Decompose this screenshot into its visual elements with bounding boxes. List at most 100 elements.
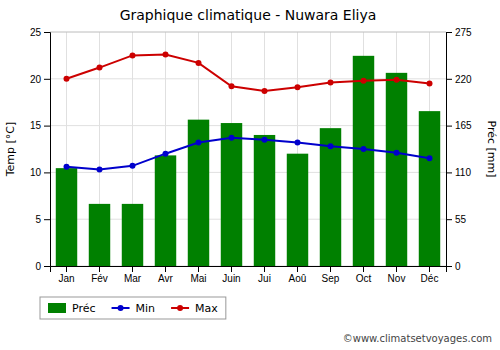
x-axis-tick: Sep <box>322 266 340 284</box>
y-axis-tick-mark <box>44 32 50 33</box>
y-axis-tick-mark <box>44 126 50 127</box>
x-axis-tick-mark <box>363 266 364 272</box>
marker <box>361 78 367 84</box>
marker <box>64 164 70 170</box>
x-axis-tick-label: Déc <box>421 273 439 284</box>
legend-label: Min <box>136 302 156 315</box>
bar <box>89 204 110 266</box>
y-axis-tick-label: 15 <box>30 120 42 131</box>
bar <box>353 56 374 266</box>
bar <box>155 155 176 266</box>
y-axis-tick-label: 25 <box>30 27 42 38</box>
x-axis-tick-label: Sep <box>322 273 340 284</box>
bar <box>320 128 341 266</box>
marker <box>262 137 268 143</box>
x-axis-tick: Aoû <box>289 266 307 284</box>
x-axis-tick-label: Fév <box>91 273 108 284</box>
legend-items: Préc Min Max <box>48 302 218 315</box>
y2-axis-line <box>447 33 453 267</box>
chart: Jan Fév Mar Avr Mai Juin Jui Aoû Sep Oct Nov Déc 0 5 1… <box>0 0 500 350</box>
marker <box>328 80 334 86</box>
title: Graphique climatique - Nuwara Eliya <box>120 7 377 23</box>
y2-axis-tick: 110 <box>446 167 471 178</box>
y2-axis-tick: 165 <box>446 120 472 131</box>
plot-frame <box>50 32 446 33</box>
y-axis-label: Temp [°C] <box>4 122 17 178</box>
x-axis-tick: Oct <box>356 266 372 284</box>
y2-axis-tick-mark <box>446 79 452 80</box>
x-axis-tick-label: Jui <box>258 273 271 284</box>
y2-axis-tick-label: 110 <box>455 167 471 178</box>
marker <box>394 150 400 156</box>
legend-frame <box>40 297 226 319</box>
legend-marker <box>118 305 124 311</box>
x-axis: Jan Fév Mar Avr Mai Juin Jui Aoû Sep Oct Nov Déc <box>51 266 447 284</box>
y-axis-tick: 20 <box>30 74 50 85</box>
x-axis-tick: Avr <box>158 266 173 284</box>
x-axis-tick-label: Nov <box>388 273 406 284</box>
marker <box>427 155 433 161</box>
y2-axis-tick-label: 220 <box>455 74 472 85</box>
annotation: ©www.climatsetvoyages.com <box>343 333 492 344</box>
x-axis-tick: Mai <box>190 266 206 284</box>
marker <box>229 135 235 141</box>
marker <box>196 60 202 66</box>
x-axis-tick-label: Avr <box>158 273 173 284</box>
y-axis-tick-mark <box>44 172 50 173</box>
x-axis-tick: Mar <box>124 266 142 284</box>
legend-item: Préc <box>48 302 96 315</box>
y2-axis: 055110165220275 <box>446 27 472 272</box>
x-axis-tick-mark <box>330 266 331 272</box>
bar <box>254 135 275 266</box>
legend: Préc Min Max <box>40 297 226 319</box>
grid <box>50 32 446 266</box>
y2-axis-tick: 220 <box>446 74 472 85</box>
y-axis-tick: 5 <box>35 214 50 225</box>
y-axis-line <box>44 33 51 267</box>
marker <box>394 77 400 83</box>
x-axis-tick-label: Aoû <box>289 273 307 284</box>
y-axis-tick: 25 <box>30 27 50 38</box>
legend-label: Préc <box>72 302 96 315</box>
legend-item: Max <box>171 302 218 315</box>
x-axis-tick-mark <box>429 266 430 272</box>
line-series <box>64 135 433 173</box>
marker <box>130 163 136 169</box>
x-axis-tick-label: Mai <box>190 273 206 284</box>
x-axis-tick: Jui <box>258 266 271 284</box>
x-axis-tick-mark <box>396 266 397 272</box>
x-axis-tick: Juin <box>222 266 240 284</box>
grid-line-y <box>50 32 446 33</box>
x-axis-tick: Jan <box>58 266 74 284</box>
y-axis-tick: 10 <box>30 167 50 178</box>
y2-axis-tick-mark <box>446 266 452 267</box>
marker <box>163 151 169 157</box>
x-axis-tick-mark <box>66 266 67 272</box>
x-axis-tick-label: Mar <box>124 273 142 284</box>
x-axis-tick-label: Jan <box>58 273 74 284</box>
y-axis-tick-label: 20 <box>30 74 42 85</box>
legend-swatch <box>48 303 66 313</box>
y2-axis-tick: 0 <box>446 261 461 272</box>
y2-axis-tick-label: 55 <box>455 214 467 225</box>
marker <box>295 84 301 90</box>
line-series <box>64 51 433 94</box>
y-axis-tick-label: 10 <box>30 167 42 178</box>
marker <box>163 51 169 57</box>
marker <box>97 167 103 173</box>
x-axis-tick: Déc <box>421 266 439 284</box>
y-axis-tick-label: 0 <box>35 261 41 272</box>
legend-label: Max <box>195 302 218 315</box>
marker <box>64 76 70 82</box>
marker <box>361 146 367 152</box>
legend-marker <box>177 305 183 311</box>
y2-axis-label: Préc [mm] <box>485 120 498 177</box>
plot-marks <box>56 51 440 266</box>
bar <box>287 154 308 266</box>
marker <box>262 88 268 94</box>
line <box>67 54 430 91</box>
marker <box>295 139 301 145</box>
y-axis-tick: 15 <box>30 120 50 131</box>
y-axis-tick: 0 <box>35 261 50 272</box>
x-axis-tick-mark <box>132 266 133 272</box>
